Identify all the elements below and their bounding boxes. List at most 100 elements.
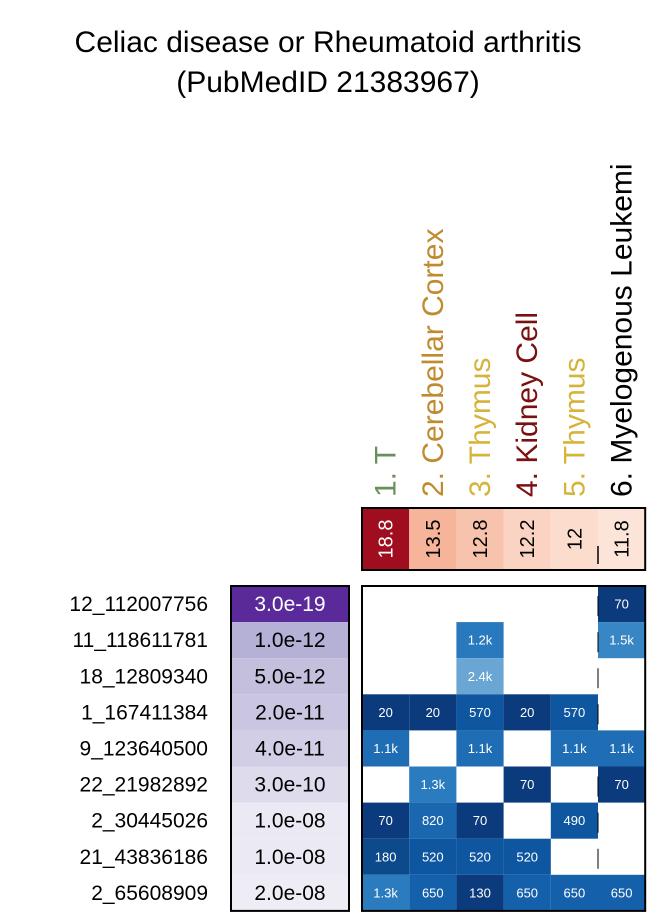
snp-labels: 12_112007756 11_118611781 18_12809340 1_167…	[69, 593, 208, 905]
column-labels: 1. T 2. Cerebellar Cortex 3. Thymus 4. Kidn…	[370, 163, 639, 497]
heatmap-cell	[598, 586, 646, 623]
heatmap-cell-label: 70	[378, 813, 392, 828]
heatmap-cell	[409, 766, 457, 803]
pvalue-text: 5.0e-12	[254, 665, 325, 688]
heatmap-cell	[362, 874, 410, 911]
heatmap-cell	[456, 802, 504, 839]
heatmap-cell-label: 20	[520, 705, 534, 720]
heatmap-cell	[456, 730, 504, 767]
pvalue-cell	[231, 694, 349, 731]
heatmap-cell	[503, 694, 551, 731]
heatmap-cell-label: 1.5k	[609, 633, 634, 648]
pvalue-text: 3.0e-10	[254, 774, 325, 797]
heatmap-cell	[550, 802, 598, 839]
heatmap-cell	[409, 838, 457, 875]
heatmap-cell-label: 570	[564, 705, 586, 720]
heatmap-cell-label: 70	[614, 597, 628, 612]
heatmap-cell	[503, 838, 551, 875]
enrichment-cell	[362, 508, 410, 570]
enrichment-cell	[598, 508, 646, 570]
heatmap-cell-label: 1.2k	[468, 633, 493, 648]
enrichment-border	[361, 507, 647, 571]
heatmap-cell-label: 570	[469, 705, 491, 720]
pvalue-cell	[231, 658, 349, 695]
pvalue-text: 1.0e-12	[254, 629, 325, 652]
heatmap-cell	[550, 694, 598, 731]
heatmap-cell	[503, 874, 551, 911]
enrichment-value: 11.8	[612, 520, 634, 557]
snp-label: 9_123640500	[80, 737, 208, 760]
heatmap-cell-label: 820	[422, 813, 444, 828]
heatmap-cell	[456, 838, 504, 875]
enrichment-value: 18.8	[376, 520, 398, 559]
heatmap-cell-label: 650	[564, 885, 586, 900]
heatmap-cell	[598, 766, 646, 803]
heatmap-cell	[503, 766, 551, 803]
snp-label: 1_167411384	[81, 701, 208, 724]
snp-label: 11_118611781	[73, 629, 208, 652]
pvalue-cell	[231, 730, 349, 767]
heatmap-cell	[598, 874, 646, 911]
enrichment-row: 18.8 13.5 12.8 12.2 12 11.8	[361, 507, 647, 571]
heatmap-cell-label: 20	[378, 705, 392, 720]
snp-label: 22_21982892	[80, 774, 208, 797]
heatmap-cell	[456, 874, 504, 911]
heatmap-cell-label: 70	[473, 813, 487, 828]
heatmap-cell-label: 70	[520, 777, 534, 792]
heatmap-cell-label: 1.3k	[421, 777, 446, 792]
pvalue-cell	[231, 586, 349, 623]
heatmap-cell	[409, 694, 457, 731]
heatmap-cell-label: 650	[422, 885, 444, 900]
heatmap-cell	[362, 730, 410, 767]
enrichment-value: 12.2	[517, 520, 539, 559]
pvalue-border	[230, 585, 350, 912]
pvalue-cell	[231, 766, 349, 803]
chart-subtitle: (PubMedID 21383967)	[176, 66, 480, 99]
heatmap-cell-label: 1.1k	[562, 741, 587, 756]
pvalue-cell	[231, 622, 349, 659]
heatmap-cell-label: 1.1k	[373, 741, 398, 756]
pvalue-text: 1.0e-08	[254, 846, 325, 869]
heatmap-cell-label: 1.3k	[373, 885, 398, 900]
heatmap-cell-label: 2.4k	[468, 669, 493, 684]
heatmap-cell	[598, 730, 646, 767]
heatmap-cell	[456, 694, 504, 731]
pvalue-column: 3.0e-19 1.0e-12 5.0e-12 2.0e-11 4.0e-11 3.0e-…	[230, 585, 350, 912]
snp-label: 21_43836186	[80, 846, 208, 869]
chart-title: Celiac disease or Rheumatoid arthritis	[75, 26, 582, 59]
enrichment-cell	[409, 508, 457, 570]
heatmap-cell	[362, 694, 410, 731]
heatmap-cell	[362, 802, 410, 839]
enrichment-value: 13.5	[423, 520, 445, 559]
pvalue-text: 3.0e-19	[254, 593, 325, 616]
heatmap-cell-label: 520	[422, 849, 444, 864]
column-label: 5. Thymus	[558, 358, 591, 498]
heatmap-cell-label: 130	[469, 885, 491, 900]
snp-label: 2_65608909	[91, 882, 208, 905]
heatmap-cell	[362, 838, 410, 875]
heatmap-cell-label: 70	[614, 777, 628, 792]
heatmap-cell	[456, 658, 504, 695]
snp-label: 12_112007756	[69, 593, 208, 616]
heatmap-cell-label: 1.1k	[468, 741, 493, 756]
heatmap-cell-label: 520	[516, 849, 538, 864]
enrichment-value: 12.8	[470, 520, 492, 559]
heatmap-cell	[598, 622, 646, 659]
heatmap-cell	[409, 874, 457, 911]
snp-label: 2_30445026	[91, 810, 208, 833]
pvalue-cell	[231, 838, 349, 875]
column-label: 6. Myelogenous Leukemi	[606, 163, 639, 497]
heatmap-cell-label: 650	[611, 885, 633, 900]
column-label: 3. Thymus	[464, 358, 497, 498]
heatmap-cell-label: 520	[469, 849, 491, 864]
pvalue-text: 2.0e-11	[255, 701, 325, 724]
heatmap-cell-label: 490	[564, 813, 586, 828]
snp-label: 18_12809340	[80, 665, 208, 688]
heatmap-cell	[550, 874, 598, 911]
heatmap-cell-label: 180	[375, 849, 397, 864]
heatmap-cell-label: 1.1k	[609, 741, 634, 756]
heatmap-grid: 70 1.2k 1.5k 2.4k 20 20 570 20 570 1.1k 1.1k 1.1k 1.…	[361, 585, 647, 912]
heatmap-cell-label: 20	[426, 705, 440, 720]
pvalue-text: 4.0e-11	[255, 737, 325, 760]
